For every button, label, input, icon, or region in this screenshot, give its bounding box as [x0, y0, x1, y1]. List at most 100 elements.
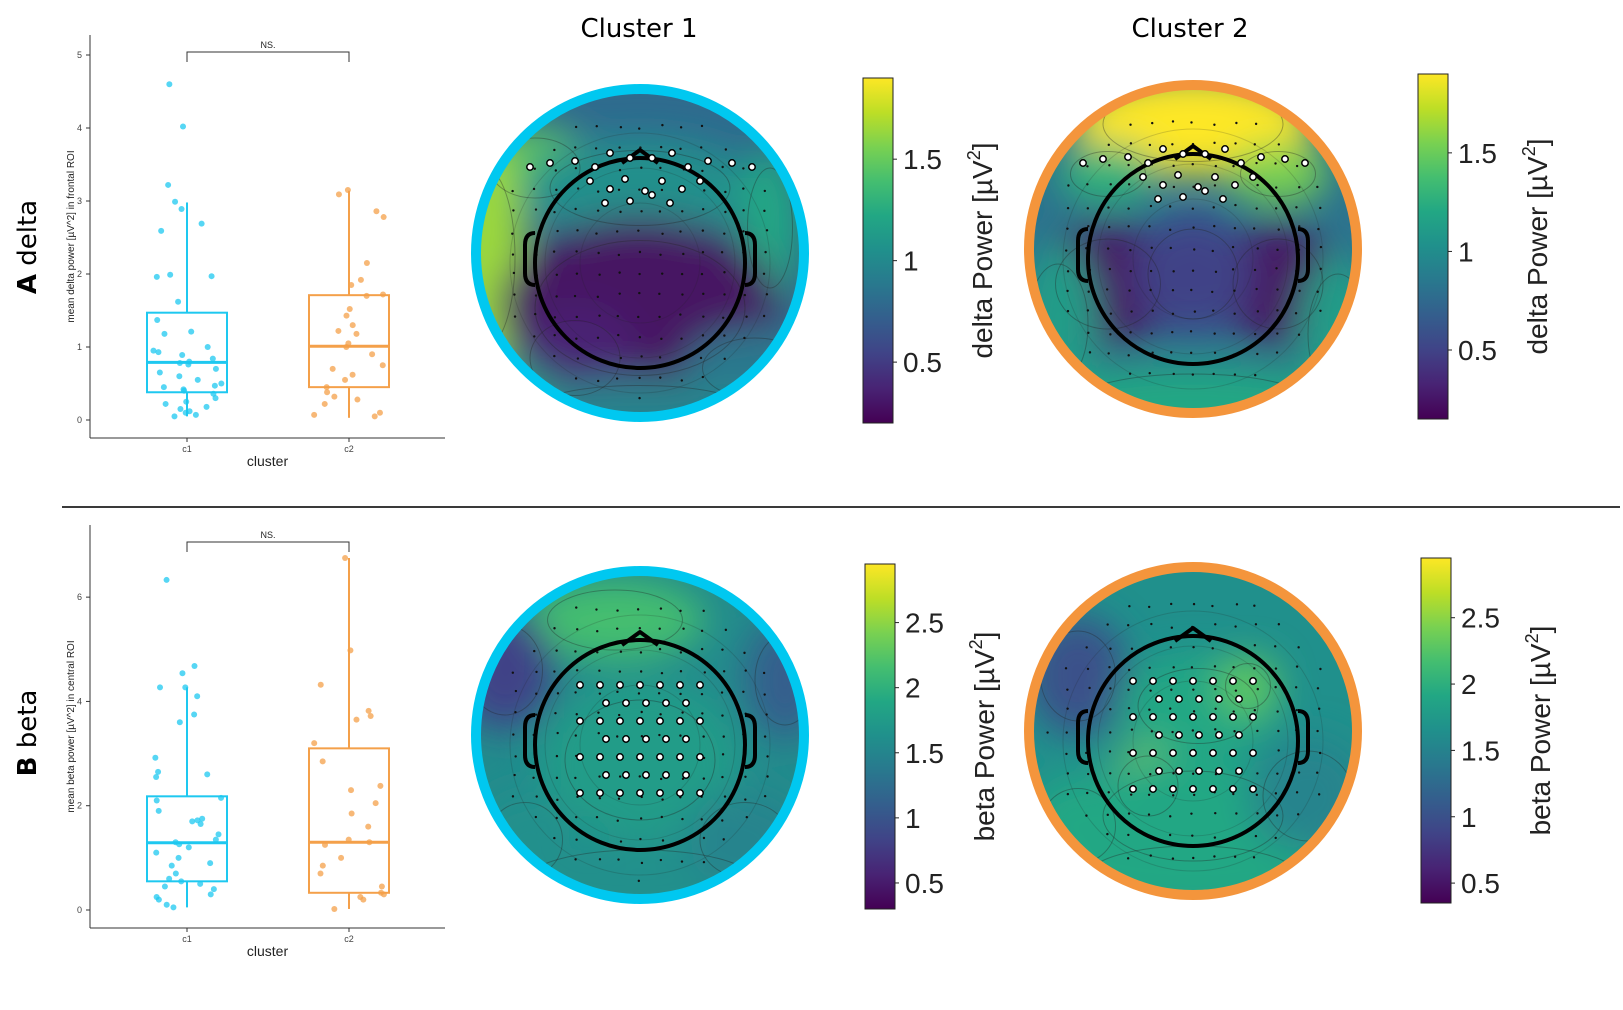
data-point [357, 276, 364, 283]
significance-label: NS. [260, 530, 275, 540]
electrode-dot [1127, 354, 1130, 357]
electrode-dot [679, 230, 682, 233]
roi-electrode [622, 735, 630, 743]
electrode-dot [1172, 794, 1175, 797]
electrode-dot [1129, 248, 1132, 252]
data-point [369, 351, 376, 358]
electrode-dot [513, 773, 516, 777]
electrode-dot [1256, 772, 1259, 775]
data-point [348, 787, 355, 794]
data-point [163, 901, 170, 908]
electrode-dot [640, 861, 644, 865]
roi-electrode [1129, 713, 1137, 721]
electrode-dot [638, 376, 641, 380]
electrode-dot [1087, 290, 1090, 293]
electrode-dot [574, 125, 578, 129]
colorbar-gradient [862, 77, 894, 424]
electrode-dot [1275, 814, 1279, 817]
electrode-dot [1277, 623, 1281, 626]
electrode-dot [658, 356, 662, 359]
electrode-dot [619, 840, 623, 843]
electrode-dot [680, 379, 683, 382]
electrode-dot [1213, 855, 1216, 858]
electrode-dot [640, 355, 643, 358]
data-point [218, 794, 225, 801]
colorbar-tick-label: 1.5 [903, 144, 942, 175]
electrode-dot [1149, 689, 1152, 692]
electrode-dot [1298, 225, 1301, 228]
roi-electrode [1144, 159, 1152, 167]
electrode-dot [1213, 141, 1216, 145]
electrode-dot [595, 125, 598, 128]
roi-electrode [1215, 731, 1223, 739]
electrode-dot [1169, 602, 1173, 606]
roi-electrode [682, 771, 690, 779]
electrode-dot [722, 838, 725, 841]
electrode-dot [723, 232, 726, 235]
electrode-dot [679, 670, 683, 673]
topomap-blob [1053, 836, 1333, 891]
electrode-dot [1169, 646, 1173, 649]
electrode-dot [1234, 625, 1237, 628]
roi-electrode [1195, 695, 1203, 703]
row-label-beta: B beta [13, 683, 43, 783]
roi-electrode [1099, 155, 1107, 163]
electrode-dot [701, 712, 704, 715]
roi-electrode [596, 753, 604, 761]
electrode-dot [1211, 249, 1214, 253]
electrode-dot [574, 858, 577, 861]
electrode-dot [658, 647, 662, 651]
data-point [376, 409, 383, 416]
electrode-dot [1191, 729, 1195, 732]
data-point [150, 347, 157, 354]
data-point [349, 322, 356, 329]
roi-electrode [1149, 713, 1157, 721]
electrode-dot [1150, 730, 1154, 733]
electrode-dot [638, 250, 642, 254]
data-point [177, 406, 184, 413]
electrode-dot [699, 356, 703, 360]
electrode-dot [1256, 812, 1259, 815]
electrode-dot [742, 209, 745, 212]
electrode-dot [616, 735, 619, 738]
electrode-dot [724, 628, 728, 632]
electrode-dot [743, 336, 746, 340]
roi-electrode [676, 789, 684, 797]
electrode-dot [1108, 666, 1111, 669]
electrode-dot [595, 815, 599, 819]
electrode-dot [638, 188, 641, 191]
electrode-dot [553, 316, 557, 319]
electrode-dot [598, 273, 601, 276]
colorbar-title: delta Power [µV2] [1519, 138, 1553, 354]
electrode-dot [682, 252, 685, 256]
roi-electrode [602, 771, 610, 779]
electrode-dot [574, 166, 578, 170]
roi-electrode [596, 717, 604, 725]
electrode-dot [1128, 372, 1132, 375]
contour-line [1137, 668, 1259, 744]
nose [1173, 626, 1213, 643]
y-tick-label: 0 [77, 905, 82, 915]
electrode-dot [1087, 331, 1090, 335]
topomap-beta-cluster-1 [471, 566, 809, 904]
electrode-dot [700, 692, 704, 696]
y-tick-label: 1 [77, 342, 82, 352]
electrode-dot [659, 166, 662, 170]
data-point [188, 328, 195, 335]
colorbar-beta-cluster-2: 0.5 1 1.5 2 2.5 beta Power [µV2] [1420, 557, 1556, 904]
electrode-dot [766, 755, 769, 758]
data-point [204, 771, 211, 778]
electrode-dot [1253, 332, 1257, 336]
electrode-dot [1190, 666, 1194, 669]
roi-electrode [601, 199, 609, 207]
electrode-dot [702, 836, 706, 840]
electrode-dot [1086, 772, 1090, 776]
data-point [175, 298, 182, 305]
electrode-dot [1233, 855, 1237, 858]
electrode-dot [679, 609, 682, 613]
electrode-dot [596, 630, 599, 633]
data-point [153, 273, 160, 280]
electrode-dot [1274, 162, 1277, 165]
electrode-dot [596, 379, 600, 383]
data-point [321, 841, 328, 848]
